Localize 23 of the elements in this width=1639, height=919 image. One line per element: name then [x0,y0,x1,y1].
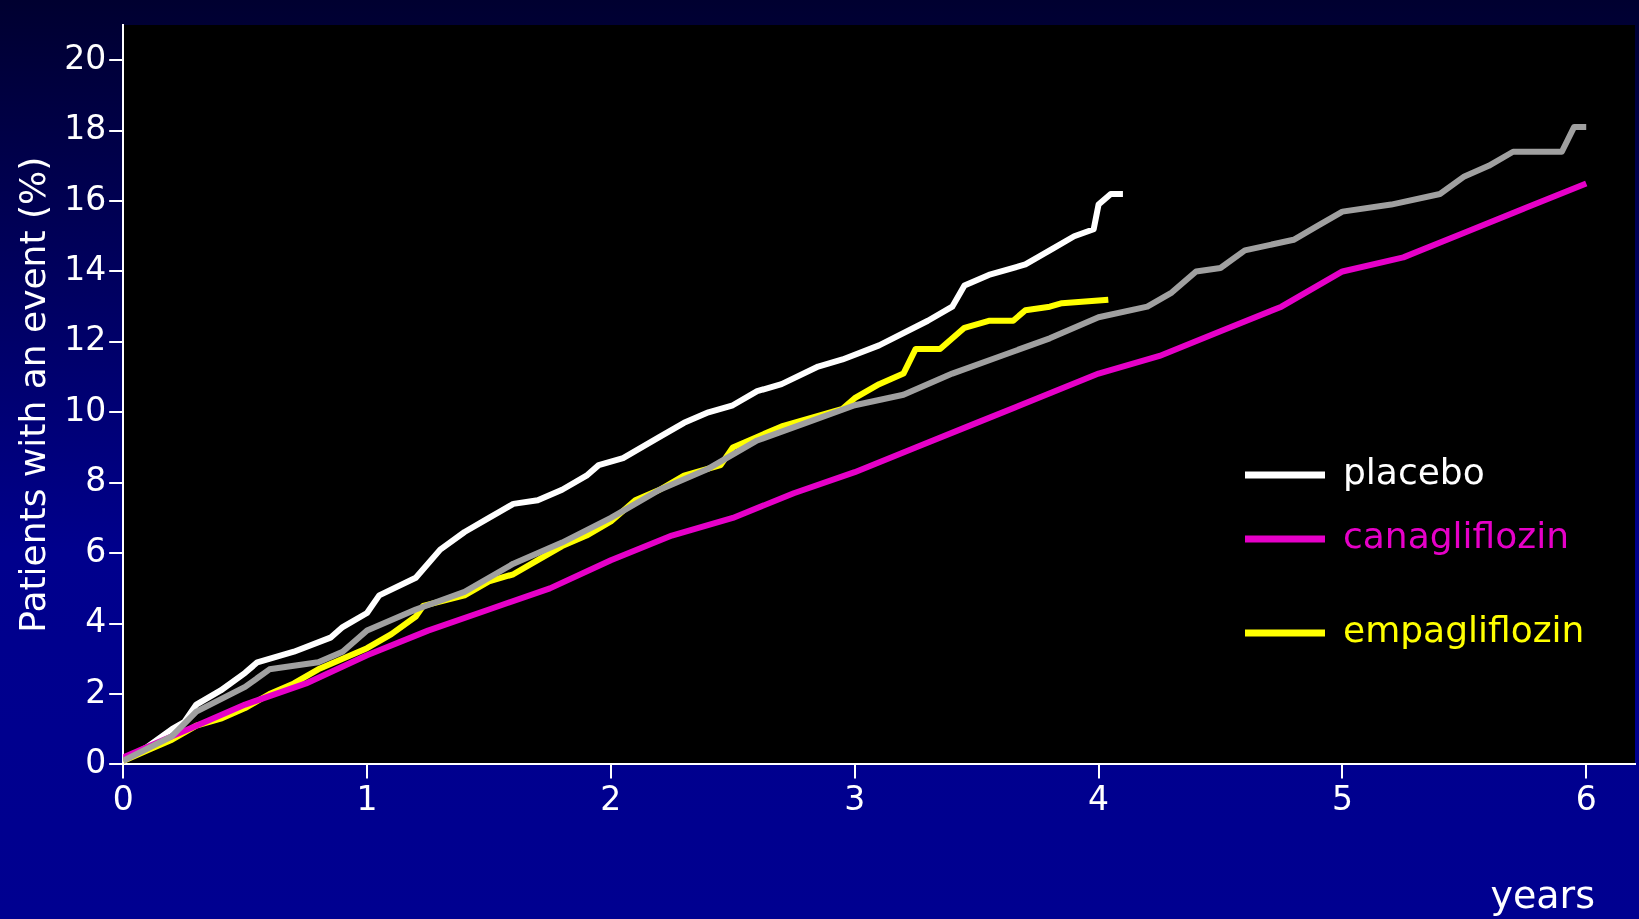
y-tick-label: 6 [85,530,107,570]
y-tick-label: 18 [64,108,107,148]
x-tick-label: 5 [1331,778,1353,818]
legend-label: placebo [1343,451,1485,493]
y-tick-label: 14 [64,249,107,289]
x-tick-label: 1 [356,778,378,818]
x-tick-label: 3 [844,778,866,818]
legend-label: empagliflozin [1343,609,1585,651]
y-tick-label: 4 [85,601,107,641]
y-tick-label: 12 [64,319,107,359]
y-tick-label: 0 [85,741,107,781]
legend-label: canagliflozin [1343,515,1570,557]
x-tick-label: 4 [1088,778,1110,818]
y-tick-label: 16 [64,178,107,218]
x-axis-title: years [1490,872,1595,917]
y-tick-label: 10 [64,389,107,429]
y-tick-label: 8 [85,460,107,500]
x-tick-label: 2 [600,778,622,818]
y-tick-label: 2 [85,671,107,711]
y-tick-label: 20 [64,37,107,77]
x-tick-label: 0 [112,778,134,818]
x-tick-label: 6 [1575,778,1597,818]
y-axis-title: Patients with an event (%) [11,156,53,633]
